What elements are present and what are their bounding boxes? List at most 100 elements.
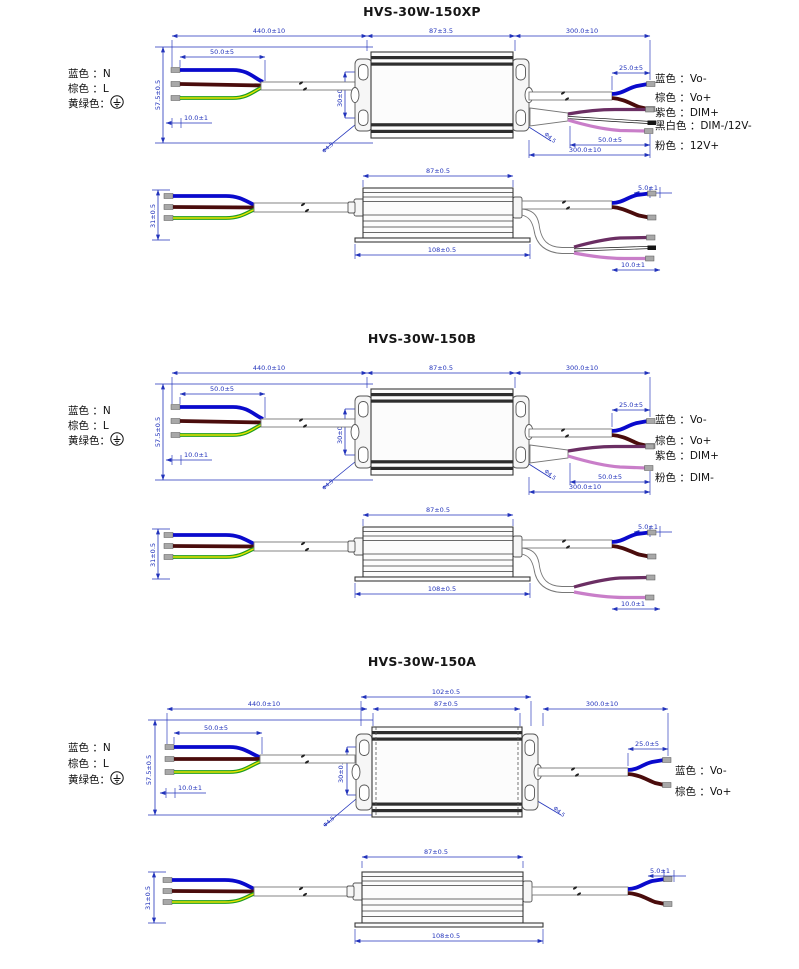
- wire-brown: [179, 419, 264, 425]
- base-plate: [354, 922, 544, 928]
- wire-green: [180, 422, 264, 437]
- cable-break-icon: [299, 418, 307, 428]
- dim-input-length: 440.0±10: [253, 364, 285, 372]
- svg-text:棕色 ：L: 棕色 ：L: [68, 757, 109, 770]
- dim-body-width: 87±0.5: [429, 364, 453, 372]
- device-body: [350, 388, 534, 476]
- wire-tip: [170, 95, 181, 101]
- section-hvs-30w-150a: HVS-30W-150A 蓝色 ：N 棕色 ：L 黄绿色： 102±0.5: [68, 654, 731, 944]
- wire-brown: [172, 205, 257, 210]
- dim-hole-left: Φ4.5: [321, 141, 335, 155]
- svg-text:蓝色 ：N: 蓝色 ：N: [68, 741, 111, 754]
- device-body-side: [347, 526, 531, 582]
- mounting-slot: [515, 64, 526, 81]
- dimension-lines: [155, 173, 672, 273]
- bracket-notch-left: [350, 87, 360, 103]
- wire-brown: [611, 96, 649, 111]
- input-wires: [170, 67, 357, 101]
- dim-side-body-width: 87±0.5: [424, 848, 448, 856]
- output-cable-1: [528, 428, 613, 438]
- dim-output-length: 300.0±10: [566, 364, 598, 372]
- section-hvs-30w-150b: HVS-30W-150B 蓝色 ：N 棕色 ：L 黄绿色：: [68, 331, 719, 612]
- dim-output-fan: 50.0±5: [598, 473, 622, 481]
- cable-break-icon: [561, 91, 569, 101]
- wire-yellow-stripe: [174, 760, 263, 773]
- side-view: 31±0.5 87±0.5 108±0.5 5.0±1: [144, 848, 686, 944]
- device-body: [351, 726, 543, 818]
- dim-input-strip: 10.0±1: [184, 451, 208, 459]
- earth-ground-icon: [110, 771, 124, 785]
- mounting-slot: [515, 109, 526, 126]
- input-wires: [164, 744, 356, 775]
- svg-text:黄绿色：: 黄绿色：: [68, 773, 110, 786]
- section-title: HVS-30W-150A: [368, 654, 476, 669]
- dim-input-strip: 10.0±1: [178, 784, 202, 792]
- output-wires: [528, 81, 656, 134]
- input-cable: [259, 754, 356, 764]
- dim-tip-strip: 5.0±1: [638, 523, 658, 531]
- output-cable-2: [529, 107, 569, 127]
- dim-overall-height: 57.5±0.5: [154, 417, 162, 447]
- cable-break-icon: [301, 754, 309, 764]
- dim-side-base-width: 108±0.5: [428, 585, 456, 593]
- output-label-blue: 蓝色 ：Vo-: [655, 72, 707, 85]
- input-wires: [163, 193, 359, 221]
- wire-blue: [627, 758, 665, 772]
- wire-pink: [573, 251, 647, 261]
- dim-tip-strip2: 10.0±1: [621, 261, 645, 269]
- heatsink-fins: [363, 531, 513, 572]
- dim-body-width: 87±3.5: [429, 27, 453, 35]
- cable-break-icon: [562, 539, 570, 549]
- wire-brown: [172, 544, 257, 549]
- dim-output-length2: 300.0±10: [569, 146, 601, 154]
- heatsink-fins: [362, 876, 523, 917]
- dim-input-length: 440.0±10: [248, 700, 280, 708]
- cable-break-icon: [299, 886, 307, 897]
- dim-side-base-width: 108±0.5: [428, 246, 456, 254]
- cable-break-icon: [562, 200, 570, 210]
- output-legend: 蓝色 ：Vo- 棕色 ：Vo+: [675, 764, 731, 798]
- wire-green: [180, 85, 264, 100]
- wire-blue: [173, 194, 257, 208]
- output-label-purple: 紫色 ：DIM+: [655, 449, 719, 462]
- dim-side-height: 31±0.5: [149, 204, 157, 228]
- svg-text:黄绿色：: 黄绿色：: [68, 434, 110, 447]
- dim-hole-right: Φ4.5: [552, 806, 566, 819]
- dimension-lines: [151, 854, 686, 944]
- dim-bracket-pitch: 30±0.5: [336, 420, 344, 444]
- wire-pink: [567, 118, 647, 133]
- output-cable-2: [521, 547, 574, 587]
- dim-side-body-width: 87±0.5: [426, 506, 450, 514]
- dim-tip-strip: 5.0±1: [638, 184, 658, 192]
- enclosure-side: [362, 526, 514, 578]
- wire-blue: [180, 68, 264, 84]
- dim-bracket-pitch: 30±0.5: [337, 759, 345, 783]
- section-hvs-30w-150xp: HVS-30W-150XP 蓝色 ：N 棕色 ：L 黄绿色：: [68, 4, 752, 273]
- wire-blue: [611, 82, 649, 96]
- output-label-brown: 棕色 ：Vo+: [655, 91, 711, 104]
- dim-hole-right: Φ4.5: [543, 469, 557, 482]
- device-body: [350, 51, 534, 139]
- input-cable: [260, 418, 357, 428]
- wire-blue: [174, 745, 263, 760]
- output-cable-2: [529, 444, 569, 464]
- wire-blue: [611, 530, 650, 544]
- output-label-pink: 粉色 ：DIM-: [655, 471, 714, 484]
- wire-pink: [567, 454, 647, 470]
- output-wires: [537, 757, 672, 788]
- input-cable: [253, 886, 361, 897]
- legend-blue-n: 蓝色 ：N: [68, 67, 111, 80]
- wire-brown: [171, 889, 257, 894]
- dim-bracket-pitch: 30±0.5: [336, 83, 344, 107]
- cable-gland-right: [522, 880, 533, 903]
- wire-blue: [627, 877, 666, 891]
- wire-blue: [180, 405, 264, 421]
- dimension-lines: [160, 370, 651, 495]
- output-wires: [528, 418, 656, 471]
- end-cap-lines: [375, 727, 519, 817]
- wire-green: [173, 546, 257, 559]
- side-view: 31±0.5 87±0.5 108±0.5 5.0±1 10.0±1: [149, 506, 672, 612]
- output-cable-1: [531, 886, 629, 896]
- wire-brown: [627, 772, 665, 787]
- wire-yellow-stripe: [180, 423, 264, 436]
